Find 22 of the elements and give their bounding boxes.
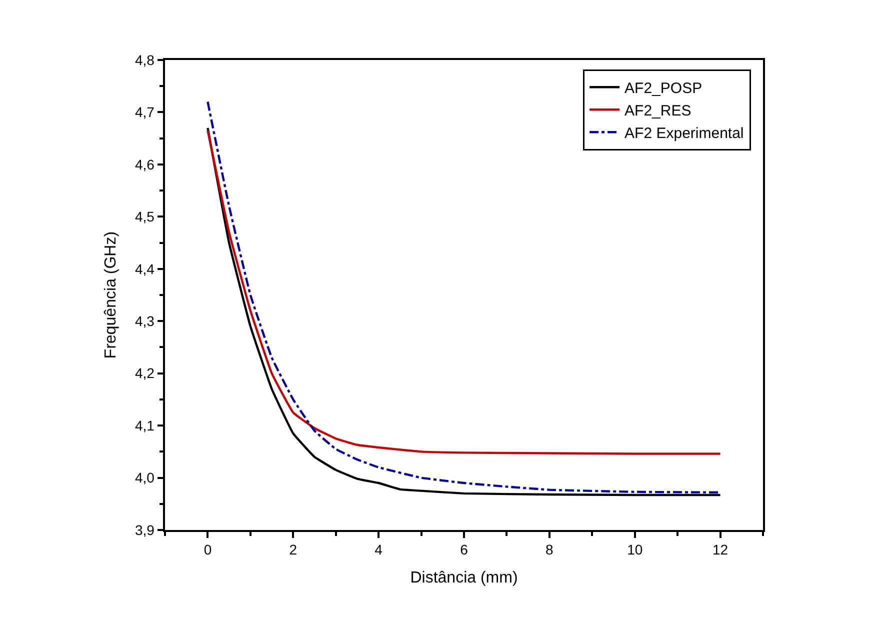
y-axis-title: Frequência (GHz)	[102, 231, 120, 359]
y-tick-label: 4,6	[134, 156, 155, 172]
y-tick-label: 4,0	[134, 470, 155, 486]
x-tick-label: 2	[289, 542, 298, 558]
x-tick-label: 4	[374, 542, 383, 558]
y-tick-label: 4,2	[134, 365, 155, 382]
legend-label: AF2_RES	[624, 102, 692, 120]
x-tick-label: 8	[546, 542, 554, 558]
y-tick-label: 4,4	[134, 260, 155, 277]
y-tick-label: 4,8	[134, 52, 155, 68]
y-tick-label: 3,9	[134, 522, 155, 538]
legend-label: AF2 Experimental	[624, 125, 744, 142]
x-tick-label: 6	[460, 542, 468, 558]
y-tick-label: 4,1	[134, 417, 155, 434]
x-axis-title: Distância (mm)	[410, 570, 518, 587]
y-tick-label: 4,5	[134, 208, 155, 225]
legend-label: AF2_POSP	[624, 80, 702, 97]
y-tick-label: 4,7	[134, 104, 155, 120]
x-tick-label: 12	[712, 542, 728, 558]
x-tick-label: 10	[627, 542, 643, 558]
y-tick-label: 4,3	[134, 313, 155, 330]
x-tick-label: 0	[204, 542, 212, 558]
